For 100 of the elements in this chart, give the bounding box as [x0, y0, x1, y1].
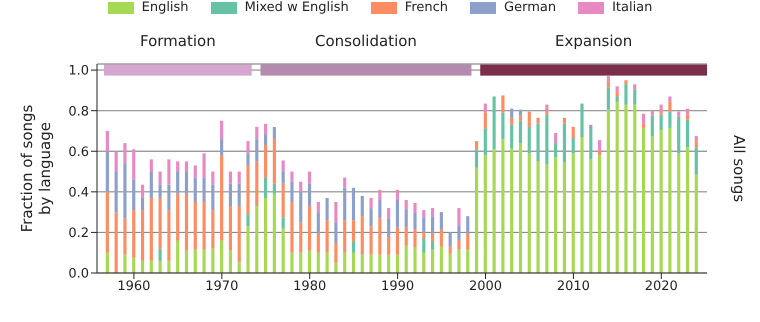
bar [580, 104, 584, 138]
bar [668, 102, 672, 112]
bar [255, 206, 258, 273]
bar [396, 227, 400, 255]
bar [211, 184, 214, 210]
bar [660, 104, 663, 111]
bar [440, 246, 443, 273]
bar [211, 172, 214, 185]
bar [606, 87, 610, 110]
bar [589, 159, 592, 273]
bar [624, 84, 628, 105]
bar [501, 139, 504, 273]
bar [132, 180, 136, 210]
bar [202, 250, 206, 273]
bar [650, 110, 654, 116]
bar [474, 141, 478, 150]
bar [572, 138, 575, 154]
bar [413, 229, 417, 248]
bar [176, 194, 180, 241]
bar [431, 216, 434, 234]
bar [378, 218, 382, 255]
bar [123, 218, 127, 255]
bar [562, 124, 566, 162]
bar [606, 81, 610, 88]
bar [326, 220, 329, 253]
bar [492, 96, 496, 150]
bar [246, 165, 250, 214]
bar [290, 172, 294, 182]
bar [123, 254, 127, 273]
bar [299, 222, 302, 253]
bar [308, 172, 312, 184]
bar [484, 104, 487, 113]
legend-label: Mixed w English [244, 0, 349, 15]
bar [642, 124, 646, 128]
bar [668, 112, 672, 128]
bar [554, 143, 558, 158]
x-tick-label: 2020 [644, 279, 678, 294]
bar [510, 118, 514, 125]
bar [660, 110, 663, 115]
legend-label: German [504, 0, 556, 15]
bar [528, 153, 531, 273]
bar [167, 260, 170, 273]
bar [158, 260, 162, 273]
bar [404, 246, 408, 273]
bar [106, 151, 109, 192]
bar [650, 136, 654, 273]
bar [378, 190, 382, 200]
bar [132, 149, 136, 180]
bar [501, 112, 504, 140]
bar [150, 172, 153, 198]
bar [352, 242, 356, 253]
bar [272, 184, 276, 194]
bar [343, 178, 346, 188]
bar [228, 250, 232, 273]
bar [650, 116, 654, 136]
bar [360, 254, 364, 273]
bar [616, 91, 619, 96]
bar [106, 130, 109, 152]
bar [299, 252, 302, 273]
bar [167, 210, 170, 261]
bar [431, 250, 434, 273]
bar [140, 260, 144, 273]
bar [123, 163, 127, 218]
bar [633, 104, 636, 273]
bar [282, 217, 285, 228]
bar [536, 118, 540, 124]
bar [396, 254, 400, 273]
bar [694, 147, 698, 175]
bar [466, 233, 470, 250]
bar [238, 206, 241, 262]
bar [606, 76, 610, 82]
bar [616, 102, 619, 273]
x-tick-label: 1990 [381, 279, 414, 294]
x-tick-label: 1960 [117, 279, 150, 294]
bar [202, 178, 206, 202]
text: All songs [730, 134, 748, 204]
y-tick-label: 0.4 [68, 185, 89, 200]
bar [308, 184, 312, 206]
bar [492, 149, 496, 273]
bar [431, 208, 434, 216]
bar [360, 216, 364, 255]
bar [106, 252, 109, 273]
bar [440, 229, 443, 247]
bar [510, 124, 514, 148]
bar [114, 172, 118, 212]
bar [264, 145, 268, 178]
bar [290, 182, 294, 202]
bar [150, 159, 153, 172]
bar [686, 108, 690, 115]
bar [694, 136, 698, 142]
bar [536, 161, 540, 273]
bar [484, 112, 487, 129]
bar [466, 250, 470, 273]
bar [184, 194, 188, 251]
bar [272, 139, 276, 184]
bar [282, 172, 285, 184]
bar [299, 182, 302, 192]
bar [694, 141, 698, 148]
y-axis-title: Fraction of songs by language [18, 104, 54, 232]
bar [246, 153, 250, 166]
